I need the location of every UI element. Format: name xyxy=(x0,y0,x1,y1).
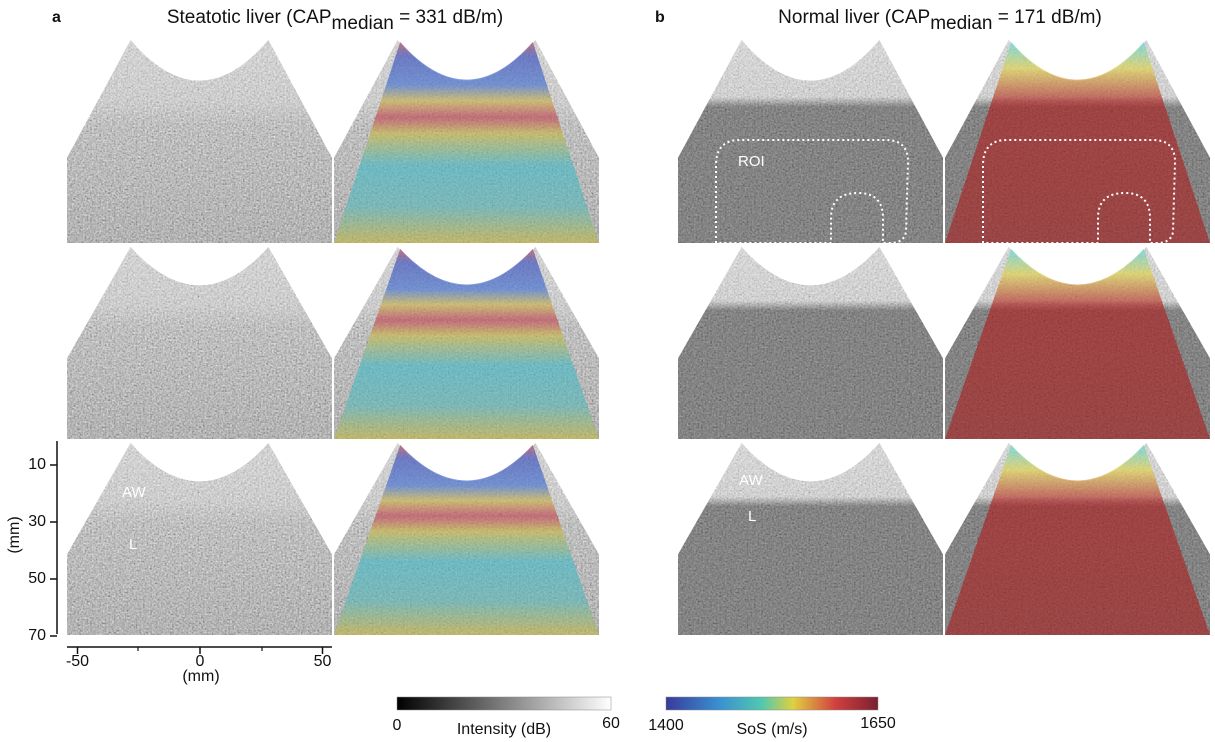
panel-label: b xyxy=(655,9,665,26)
aw-label: AW xyxy=(739,472,763,489)
bmode-shading xyxy=(678,40,943,243)
ultrasound-image xyxy=(678,247,943,439)
l-label: L xyxy=(748,508,756,525)
ultrasound-image: AW L xyxy=(67,443,332,635)
colorbar-min: 1400 xyxy=(648,717,684,734)
sos-overlay xyxy=(945,443,1210,635)
ultrasound-image xyxy=(334,443,599,635)
sos-overlay xyxy=(334,247,599,439)
colorbar xyxy=(666,697,878,710)
bmode-shading xyxy=(678,443,943,635)
sos-overlay xyxy=(334,443,599,635)
colorbar xyxy=(397,697,611,710)
aw-label: AW xyxy=(122,484,146,501)
lateral-axis-label: (mm) xyxy=(182,668,219,685)
roi-label: ROI xyxy=(738,153,765,170)
title-subscript: median xyxy=(332,13,394,34)
bmode-shading xyxy=(678,247,943,439)
sos-overlay xyxy=(945,40,1210,243)
ultrasound-image: ROI xyxy=(678,40,943,243)
title-suffix: = 331 dB/m) xyxy=(394,7,503,28)
sos-overlay xyxy=(945,247,1210,439)
bmode-shading xyxy=(67,443,332,635)
colorbar-max: 60 xyxy=(602,715,620,732)
sos-overlay xyxy=(334,40,599,243)
colorbar-min: 0 xyxy=(393,717,402,734)
colorbar-label: SoS (m/s) xyxy=(736,721,807,738)
ultrasound-image xyxy=(945,40,1210,243)
depth-tick-label: 10 xyxy=(28,456,46,473)
depth-tick-label: 70 xyxy=(28,627,46,644)
panel-title: Steatotic liver (CAPmedian = 331 dB/m) xyxy=(167,7,503,34)
bmode-shading xyxy=(67,40,332,243)
title-text: Steatotic liver (CAP xyxy=(167,7,332,28)
colorbar-max: 1650 xyxy=(860,715,896,732)
title-text: Normal liver (CAP xyxy=(778,7,930,28)
depth-tick-label: 30 xyxy=(28,513,46,530)
ultrasound-image: AW L xyxy=(678,443,943,635)
bmode-shading xyxy=(67,247,332,439)
lateral-tick-label: 50 xyxy=(314,653,332,670)
panel-label: a xyxy=(52,9,61,26)
ultrasound-image xyxy=(334,247,599,439)
colorbar-label: Intensity (dB) xyxy=(457,721,551,738)
lateral-tick-label: -50 xyxy=(66,653,89,670)
title-suffix: = 171 dB/m) xyxy=(993,7,1102,28)
depth-tick-label: 50 xyxy=(28,570,46,587)
ultrasound-image xyxy=(67,40,332,243)
ultrasound-image xyxy=(334,40,599,243)
ultrasound-image xyxy=(67,247,332,439)
ultrasound-image xyxy=(945,247,1210,439)
ultrasound-image xyxy=(945,443,1210,635)
depth-axis-label: (mm) xyxy=(6,516,23,553)
title-subscript: median xyxy=(930,13,992,34)
l-label: L xyxy=(129,536,137,553)
panel-title: Normal liver (CAPmedian = 171 dB/m) xyxy=(778,7,1102,34)
figure: AWLROIAWLaSteatotic liver (CAPmedian = 3… xyxy=(0,0,1215,742)
